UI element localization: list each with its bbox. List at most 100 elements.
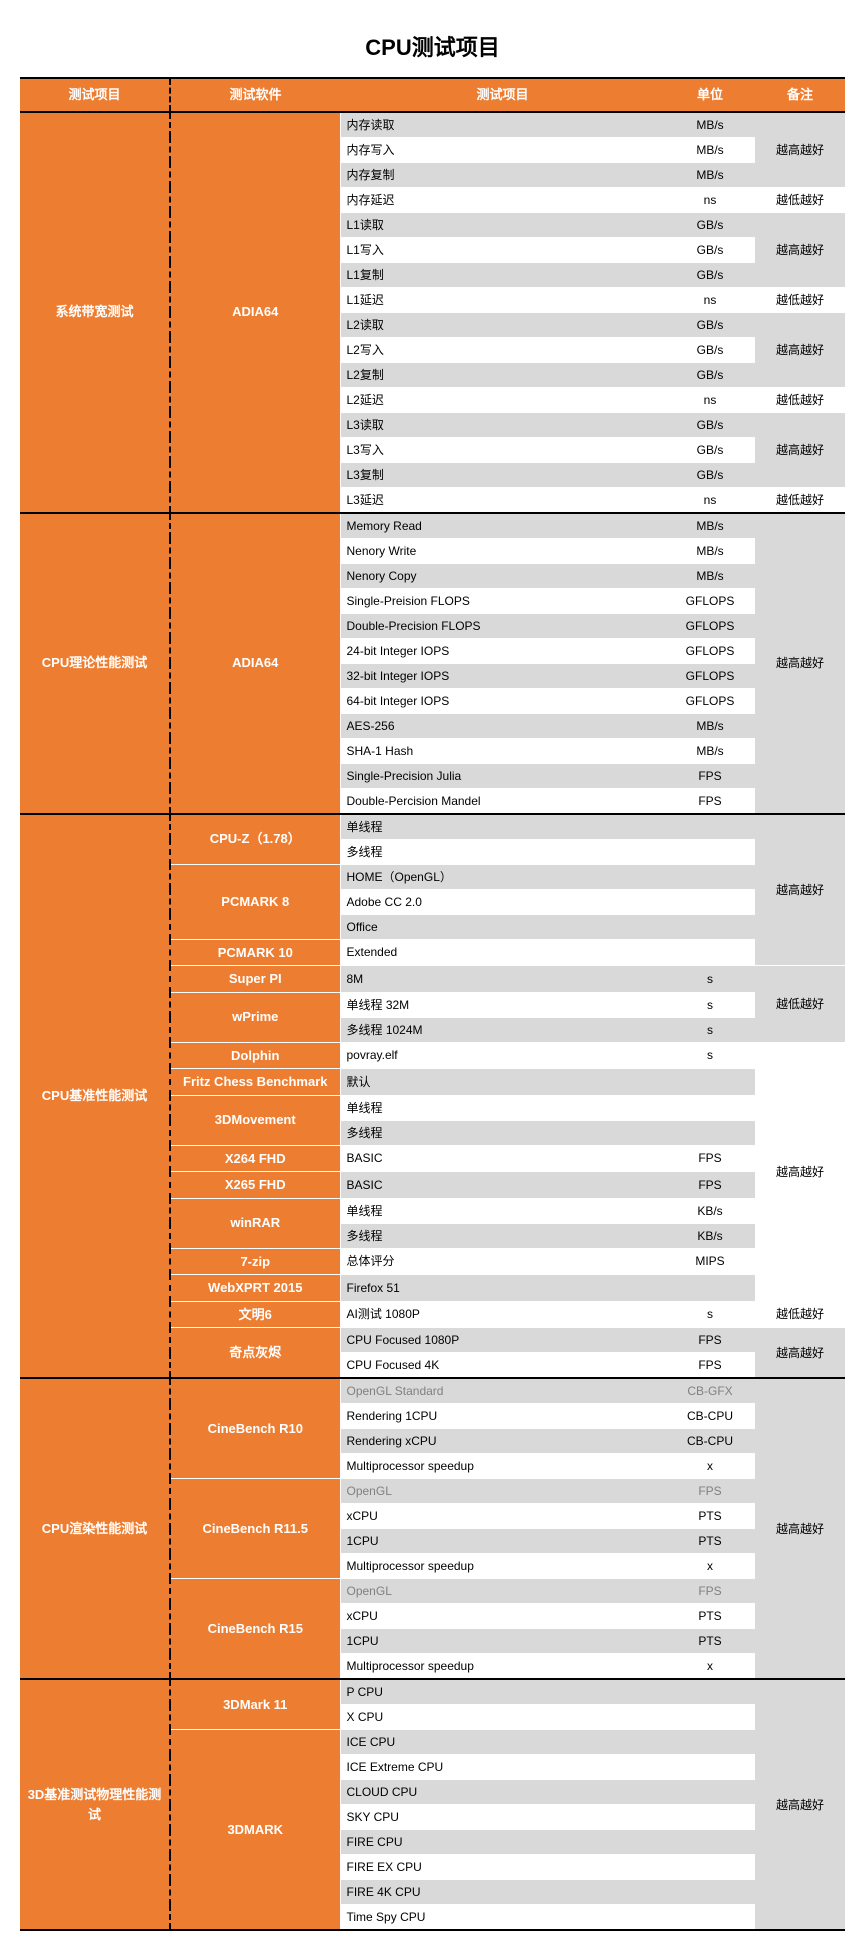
item-cell: 单线程	[340, 1198, 665, 1223]
unit-cell: GB/s	[665, 412, 755, 437]
unit-cell: FPS	[665, 1172, 755, 1199]
item-cell: L2读取	[340, 312, 665, 337]
item-cell: SKY CPU	[340, 1805, 665, 1830]
item-cell: 24-bit Integer IOPS	[340, 638, 665, 663]
item-cell: CLOUD CPU	[340, 1780, 665, 1805]
unit-cell	[665, 1805, 755, 1830]
unit-cell: KB/s	[665, 1198, 755, 1223]
category-cell: CPU渲染性能测试	[20, 1378, 170, 1679]
item-cell: 内存复制	[340, 162, 665, 187]
table-header: 测试项目 测试软件 测试项目 单位 备注	[20, 79, 845, 112]
item-cell: 单线程	[340, 814, 665, 840]
item-cell: 多线程	[340, 1120, 665, 1145]
software-cell: 奇点灰烬	[170, 1328, 340, 1379]
item-cell: SHA-1 Hash	[340, 738, 665, 763]
item-cell: povray.elf	[340, 1042, 665, 1069]
note-cell: 越低越好	[755, 966, 845, 1043]
software-cell: winRAR	[170, 1198, 340, 1248]
unit-cell	[665, 1679, 755, 1705]
unit-cell	[665, 864, 755, 889]
unit-cell	[665, 1880, 755, 1905]
software-cell: wPrime	[170, 992, 340, 1042]
unit-cell: GB/s	[665, 312, 755, 337]
item-cell: ICE Extreme CPU	[340, 1755, 665, 1780]
unit-cell: ns	[665, 287, 755, 312]
item-cell: Nenory Write	[340, 538, 665, 563]
unit-cell: GB/s	[665, 362, 755, 387]
note-cell: 越高越好	[755, 513, 845, 814]
unit-cell: GB/s	[665, 262, 755, 287]
header-software: 测试软件	[170, 79, 340, 112]
page-title: CPU测试项目	[20, 20, 845, 79]
unit-cell: x	[665, 1454, 755, 1479]
software-cell: 3DMovement	[170, 1095, 340, 1145]
item-cell: BASIC	[340, 1172, 665, 1199]
unit-cell	[665, 1755, 755, 1780]
item-cell: L3写入	[340, 437, 665, 462]
item-cell: 总体评分	[340, 1248, 665, 1275]
unit-cell	[665, 1705, 755, 1730]
note-cell: 越高越好	[755, 112, 845, 188]
item-cell: Double-Percision Mandel	[340, 788, 665, 814]
unit-cell: s	[665, 1042, 755, 1069]
item-cell: CPU Focused 1080P	[340, 1328, 665, 1353]
unit-cell	[665, 1905, 755, 1931]
item-cell: 多线程 1024M	[340, 1017, 665, 1042]
unit-cell: GFLOPS	[665, 688, 755, 713]
unit-cell: ns	[665, 487, 755, 513]
software-cell: ADIA64	[170, 513, 340, 814]
unit-cell	[665, 1069, 755, 1096]
item-cell: L3复制	[340, 462, 665, 487]
item-cell: L2延迟	[340, 387, 665, 412]
category-cell: 系统带宽测试	[20, 112, 170, 513]
unit-cell: KB/s	[665, 1223, 755, 1248]
software-cell: 文明6	[170, 1301, 340, 1328]
item-cell: AES-256	[340, 713, 665, 738]
unit-cell	[665, 1095, 755, 1120]
item-cell: xCPU	[340, 1604, 665, 1629]
note-cell: 越高越好	[755, 1679, 845, 1930]
software-cell: X264 FHD	[170, 1145, 340, 1172]
unit-cell	[665, 1275, 755, 1302]
unit-cell: FPS	[665, 788, 755, 814]
item-cell: L3延迟	[340, 487, 665, 513]
unit-cell: PTS	[665, 1604, 755, 1629]
item-cell: Multiprocessor speedup	[340, 1654, 665, 1680]
unit-cell: s	[665, 992, 755, 1017]
item-cell: Multiprocessor speedup	[340, 1554, 665, 1579]
unit-cell: MB/s	[665, 137, 755, 162]
item-cell: L2写入	[340, 337, 665, 362]
item-cell: Memory Read	[340, 513, 665, 539]
unit-cell	[665, 814, 755, 840]
unit-cell: MB/s	[665, 112, 755, 138]
item-cell: OpenGL	[340, 1579, 665, 1604]
unit-cell: CB-CPU	[665, 1404, 755, 1429]
header-unit: 单位	[665, 79, 755, 112]
unit-cell: GB/s	[665, 237, 755, 262]
item-cell: Extended	[340, 939, 665, 966]
item-cell: 单线程 32M	[340, 992, 665, 1017]
software-cell: CineBench R11.5	[170, 1479, 340, 1579]
unit-cell: PTS	[665, 1629, 755, 1654]
table-body: 系统带宽测试ADIA64内存读取MB/s越高越好内存写入MB/s内存复制MB/s…	[20, 112, 845, 1931]
unit-cell: MB/s	[665, 162, 755, 187]
note-cell: 越低越好	[755, 187, 845, 212]
item-cell: Rendering xCPU	[340, 1429, 665, 1454]
item-cell: ICE CPU	[340, 1730, 665, 1755]
category-cell: 3D基准测试物理性能测试	[20, 1679, 170, 1930]
unit-cell	[665, 889, 755, 914]
item-cell: CPU Focused 4K	[340, 1353, 665, 1379]
table-row: CPU理论性能测试ADIA64Memory ReadMB/s越高越好	[20, 513, 845, 539]
note-cell: 越高越好	[755, 212, 845, 287]
unit-cell: GFLOPS	[665, 588, 755, 613]
note-cell: 越高越好	[755, 1378, 845, 1679]
item-cell: BASIC	[340, 1145, 665, 1172]
item-cell: Rendering 1CPU	[340, 1404, 665, 1429]
item-cell: Firefox 51	[340, 1275, 665, 1302]
unit-cell: FPS	[665, 1479, 755, 1504]
note-cell: 越低越好	[755, 387, 845, 412]
software-cell: WebXPRT 2015	[170, 1275, 340, 1302]
item-cell: xCPU	[340, 1504, 665, 1529]
unit-cell: s	[665, 966, 755, 993]
unit-cell: GFLOPS	[665, 613, 755, 638]
